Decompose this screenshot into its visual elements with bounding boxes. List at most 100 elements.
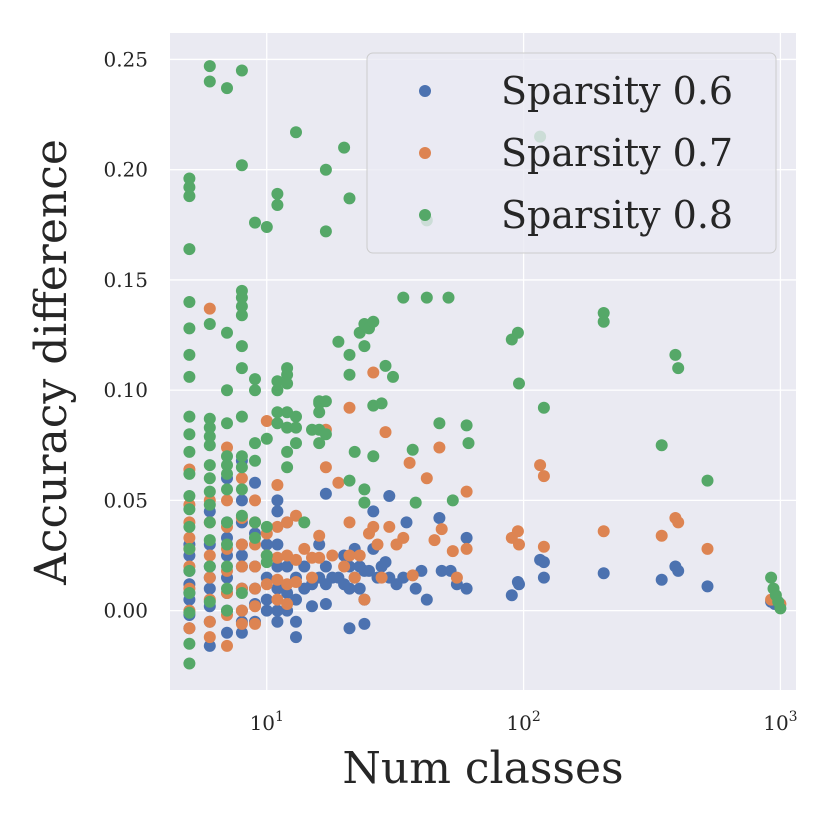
data-point (271, 417, 284, 430)
data-point (306, 600, 318, 613)
data-point (260, 432, 273, 445)
data-point (343, 192, 356, 205)
data-point (442, 291, 455, 304)
data-point (383, 520, 396, 533)
data-point (249, 531, 261, 544)
data-point (235, 509, 248, 522)
data-point (271, 604, 284, 617)
data-point (701, 580, 714, 593)
data-point (183, 622, 196, 635)
data-point (298, 542, 311, 555)
data-point (221, 604, 233, 617)
data-point (235, 483, 248, 496)
data-point (375, 397, 388, 410)
data-point (221, 450, 233, 463)
data-point (221, 384, 233, 397)
data-point (420, 291, 433, 304)
data-point (534, 459, 547, 472)
data-point (221, 417, 233, 430)
y-tick-label: 0.15 (103, 268, 148, 292)
data-point (597, 315, 610, 328)
data-point (450, 571, 463, 584)
data-point (433, 417, 446, 430)
data-point (183, 542, 196, 555)
tick-labels: 0.00 0.05 0.10 0.15 0.20 0.25 101 102 103 (103, 47, 797, 735)
data-point (203, 439, 216, 452)
data-point (221, 582, 233, 595)
data-point (235, 587, 248, 599)
data-point (397, 531, 410, 544)
data-point (183, 190, 196, 203)
data-point (203, 571, 216, 584)
data-point (701, 474, 714, 487)
data-point (367, 450, 380, 463)
data-point (367, 520, 380, 533)
data-point (343, 474, 356, 487)
data-point (338, 141, 351, 154)
data-point (183, 657, 196, 670)
data-point (319, 225, 332, 238)
data-point (203, 459, 216, 472)
data-point (348, 571, 361, 584)
data-point (281, 368, 294, 381)
data-point (400, 516, 413, 529)
data-point (249, 437, 261, 450)
data-point (203, 421, 216, 434)
data-point (281, 406, 294, 419)
data-point (221, 467, 233, 480)
data-point (343, 622, 356, 635)
data-point (203, 560, 216, 573)
data-point (203, 615, 216, 628)
data-point (513, 538, 525, 551)
data-point (387, 370, 399, 383)
data-point (271, 494, 284, 507)
data-point (375, 571, 388, 584)
data-point (319, 163, 332, 176)
data-point (319, 428, 332, 441)
data-point (281, 560, 294, 573)
data-point (271, 582, 284, 595)
data-point (313, 406, 326, 419)
data-point (332, 476, 345, 489)
data-point (203, 534, 216, 547)
data-point (460, 531, 473, 544)
data-point (290, 576, 302, 588)
legend-label-sparsity-0-8: Sparsity 0.8 (501, 193, 733, 237)
data-point (460, 485, 473, 498)
data-point (235, 549, 248, 562)
data-point (460, 542, 473, 555)
data-point (221, 326, 233, 339)
data-point (249, 560, 261, 573)
data-point (271, 615, 284, 628)
data-point (203, 498, 216, 511)
data-point (409, 582, 422, 595)
data-point (183, 296, 196, 308)
data-point (513, 578, 525, 591)
data-point (446, 545, 459, 558)
data-point (183, 531, 196, 544)
data-point (249, 516, 261, 529)
data-point (306, 571, 318, 584)
data-point (290, 421, 302, 434)
data-point (343, 516, 356, 529)
data-point (406, 443, 419, 456)
data-point (420, 593, 433, 606)
data-point (379, 426, 392, 439)
data-point (379, 359, 392, 372)
data-point (319, 560, 332, 573)
data-point (260, 538, 273, 551)
data-point (235, 410, 248, 423)
data-point (428, 534, 441, 547)
data-point (271, 520, 284, 533)
data-point (235, 309, 248, 322)
x-axis-title: Num classes (342, 743, 623, 794)
data-point (221, 483, 233, 496)
data-point (363, 564, 375, 577)
data-point (203, 516, 216, 529)
data-point (597, 567, 610, 580)
data-point (271, 593, 284, 606)
data-point (358, 593, 371, 606)
data-point (203, 549, 216, 562)
data-point (505, 589, 518, 602)
